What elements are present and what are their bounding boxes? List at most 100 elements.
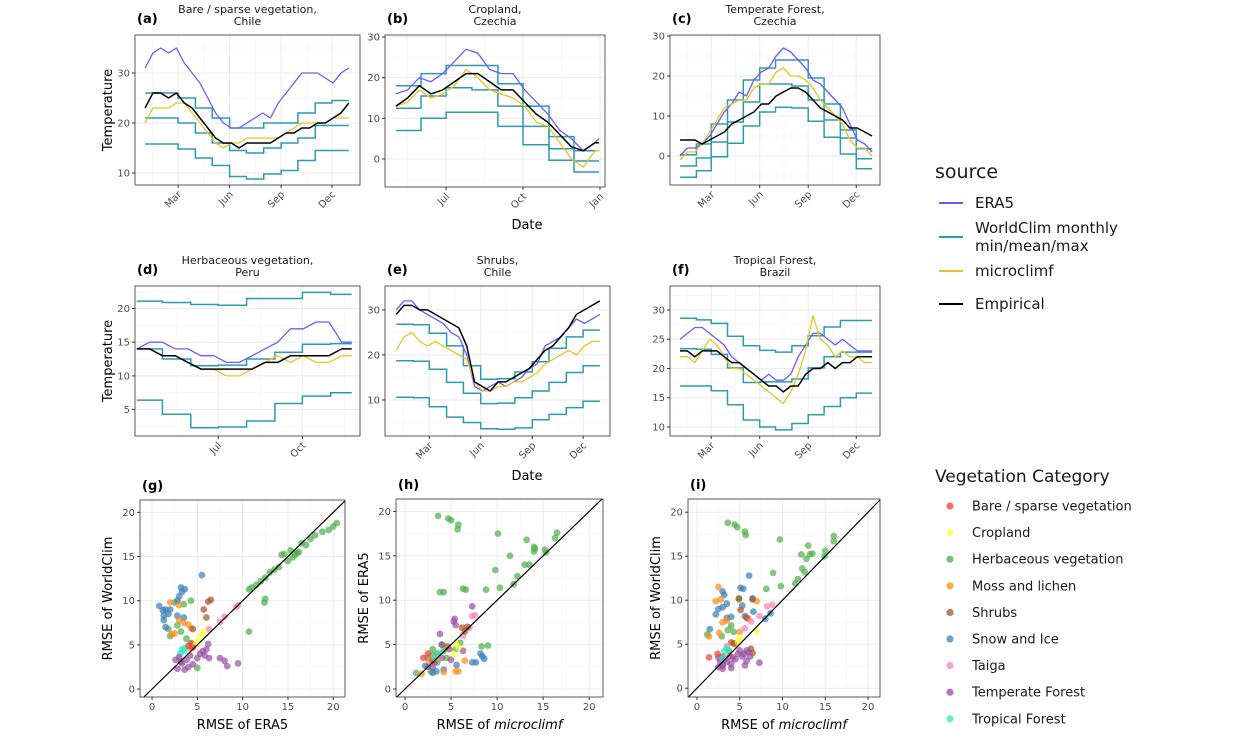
y-tick-label: 20 (670, 508, 683, 519)
panel-title: Czechia (473, 15, 516, 28)
legend-dot (946, 662, 954, 670)
x-tick-label: Mar (163, 189, 185, 211)
x-tick-label: 10 (491, 702, 504, 713)
x-tick-label: Dec (568, 440, 589, 461)
y-tick-label: 10 (367, 114, 380, 125)
worldclim-mean-line (136, 342, 352, 367)
x-axis-label: Date (511, 218, 542, 233)
plot-border (395, 498, 604, 698)
y-tick-label: 10 (117, 371, 130, 382)
x-tick-label: 10 (236, 702, 249, 713)
plot-background (135, 286, 360, 436)
y-tick-label: 20 (652, 364, 665, 375)
scatter-point (717, 595, 725, 603)
scatter-point (436, 630, 444, 638)
scatter-point (455, 667, 462, 675)
legend-label: Shrubs (972, 606, 1017, 621)
panel-letter: (c) (672, 12, 692, 27)
x-axis-label: RMSE of ERA5 (197, 718, 288, 733)
panel-letter: (f) (672, 263, 690, 278)
panel-c: 0 10 20 30 Mar Jun Sep Dec (c) Temperate Forest,C… (652, 3, 881, 211)
y-tick-label: 20 (367, 350, 380, 361)
legend-label: Moss and lichen (972, 579, 1076, 594)
legend-dot (946, 608, 954, 617)
y-tick-label: 5 (677, 640, 683, 651)
worldclim-min-line (680, 385, 873, 431)
scatter-point (468, 659, 476, 666)
scatter-point (724, 519, 732, 527)
plot-border (669, 34, 881, 186)
y-tick-label: 25 (652, 335, 665, 346)
y-axis-label: RMSE of WorldClim (101, 537, 116, 661)
scatter-point (459, 647, 467, 655)
scatter-point (471, 611, 479, 619)
scatter-point (727, 622, 735, 630)
scatter-point (174, 665, 181, 673)
legend-label: Temperate Forest (971, 686, 1085, 701)
x-tick-label: 20 (583, 702, 596, 713)
scatter-point (756, 612, 763, 620)
x-axis-label: Date (511, 469, 542, 484)
scatter-point (461, 657, 469, 664)
scatter-point (440, 588, 448, 596)
y-tick-label: 0 (385, 685, 391, 696)
scatter-point (742, 531, 750, 539)
scatter-point (221, 613, 228, 620)
scatter-point (245, 628, 253, 635)
y-tick-label: 5 (385, 640, 391, 651)
scatter-point (454, 525, 461, 533)
scatter-point (739, 585, 747, 593)
scatter-point (160, 616, 168, 624)
y-axis-label: Temperature (101, 69, 116, 152)
x-tick-label: Mar (696, 189, 718, 211)
panel-letter: (e) (387, 263, 408, 278)
y-tick-label: 0 (677, 684, 683, 695)
scatter-point (200, 606, 208, 613)
x-tick-label: Sep (793, 189, 814, 210)
worldclim-max-line (396, 323, 600, 380)
legend-label: min/mean/max (975, 237, 1089, 255)
scatter-point (753, 627, 761, 635)
plot-border (384, 34, 606, 188)
scatter-point (705, 654, 713, 661)
y-tick-label: 0 (374, 154, 380, 165)
scatter-point (444, 643, 451, 650)
scatter-point (705, 632, 713, 640)
legend-label: Bare / sparse vegetation (972, 500, 1132, 515)
scatter-point (261, 595, 269, 603)
plot-background (670, 286, 880, 436)
scatter-point (204, 640, 212, 648)
x-axis-label-text: RMSE of (437, 718, 495, 733)
panel-f: 10 15 20 25 30 Mar Jun Sep Dec (f) Tropical Forest… (652, 254, 881, 462)
x-tick-label: 15 (537, 702, 550, 713)
panel-title: Chile (234, 15, 262, 28)
scatter-point (494, 530, 502, 537)
worldclim-mean-line (680, 83, 873, 167)
plot-border (134, 285, 361, 437)
scatter-point (777, 582, 785, 590)
scatter-point (769, 569, 777, 577)
scatter-point (203, 614, 210, 621)
scatter-point (743, 657, 750, 665)
x-tick-label: 15 (819, 702, 832, 713)
scatter-point (447, 656, 455, 664)
scatter-point (732, 655, 739, 663)
legend-label: ERA5 (975, 194, 1014, 212)
y-tick-label: 20 (117, 304, 130, 315)
panel-title: Peru (235, 266, 260, 279)
plot-background (385, 35, 605, 187)
scatter-point (434, 512, 442, 520)
x-tick-label: 0 (694, 702, 700, 713)
legend-label: Tropical Forest (971, 712, 1066, 727)
scatter-point (166, 599, 174, 606)
x-tick-label: Dec (841, 440, 862, 461)
panel-letter: (d) (137, 263, 158, 278)
empirical-line (395, 300, 601, 392)
scatter-point (184, 642, 192, 650)
worldclim-mean-line (396, 360, 600, 405)
scatter-point (480, 655, 488, 663)
empirical-line (680, 87, 873, 145)
scatter-point (162, 623, 170, 631)
scatter-point (553, 529, 561, 537)
